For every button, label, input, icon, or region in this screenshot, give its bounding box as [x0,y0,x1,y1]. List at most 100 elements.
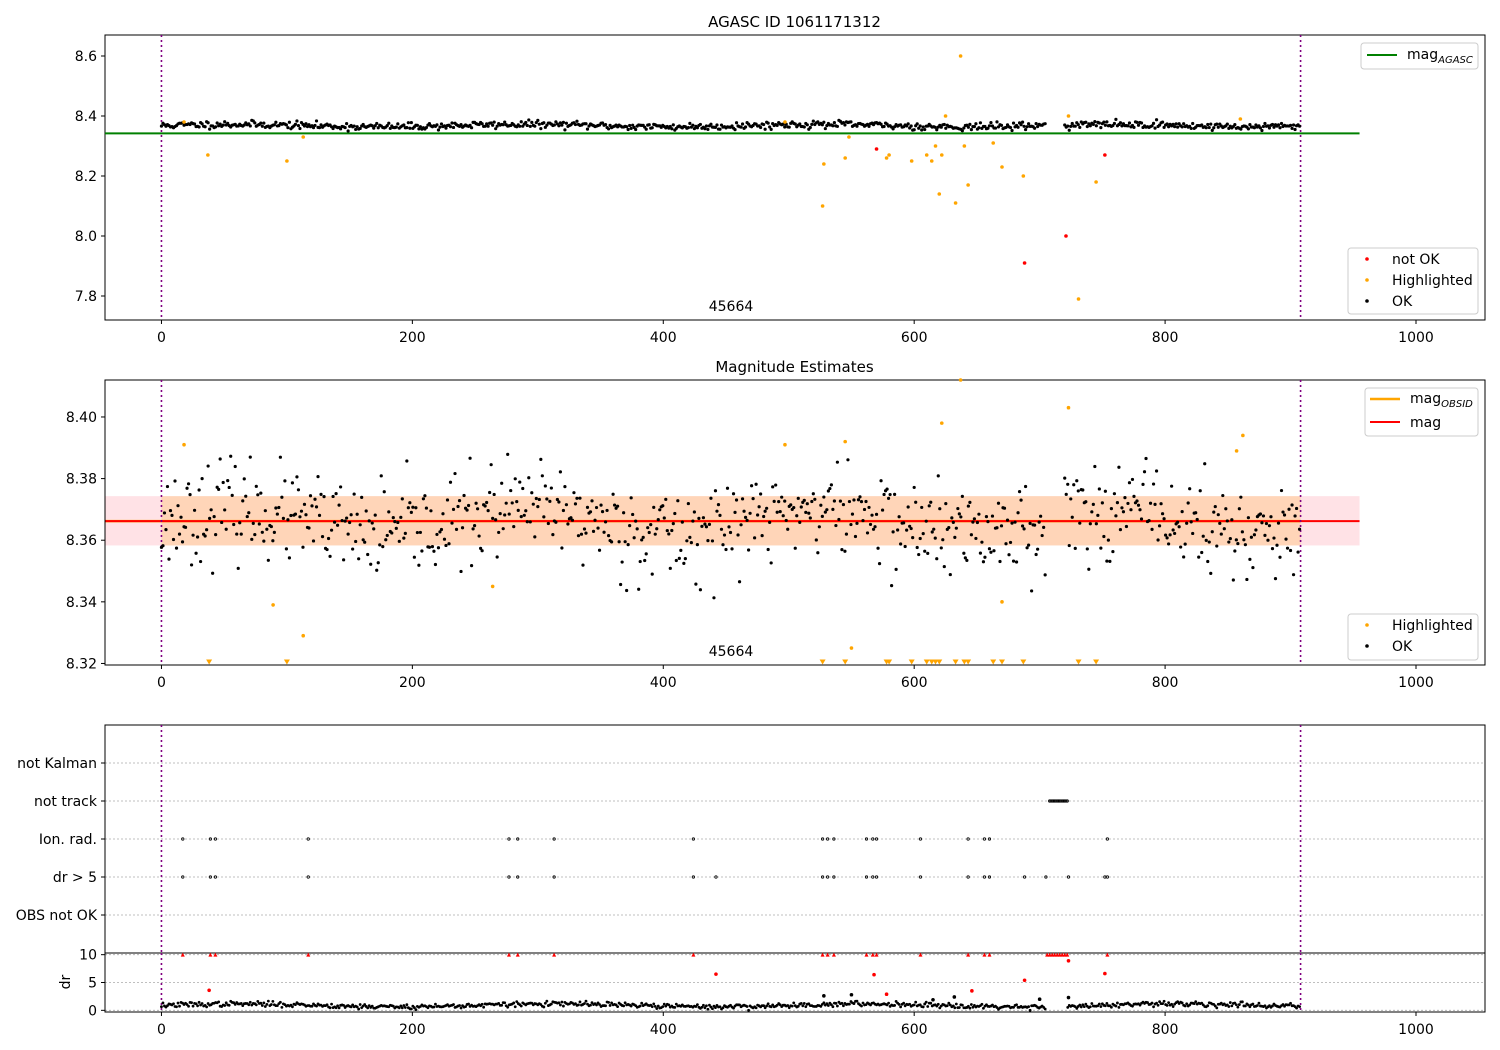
dr-axis-label: dr [58,974,74,989]
data-point-ok [625,125,629,129]
data-point-ok [399,515,403,519]
y-tick-label: dr > 5 [53,870,97,886]
data-point-ok [1216,125,1220,129]
data-point-highlighted-below [928,659,935,665]
data-point-ok [802,125,806,129]
data-point-ok [1189,126,1193,131]
dr-point [458,1004,461,1007]
data-point-ok [269,524,273,529]
x-tick-label: 1000 [1398,1022,1434,1038]
data-point-ok [1278,126,1282,130]
data-point-ok [206,464,210,468]
data-point-ok [968,500,972,504]
data-point-ok [676,499,680,503]
data-point-ok [1033,523,1037,527]
data-point-ok [810,499,814,504]
data-point-ok [560,123,564,127]
data-point-ok [1090,510,1094,514]
data-point-ok [1094,124,1098,128]
data-point-ok [373,513,377,517]
data-point-ok [1069,124,1073,128]
dr-point [247,1003,251,1007]
data-point-ok [977,512,981,516]
data-point-ok [191,533,195,537]
data-point-ok [628,123,632,128]
data-point-ok [1163,533,1168,537]
data-point-ok [218,457,222,461]
data-point-highlighted-below [923,659,930,665]
data-point-ok [1011,121,1016,125]
dr-point [160,1005,163,1009]
data-point-ok [314,119,319,123]
dr-point [953,1006,957,1010]
data-point-highlighted [924,153,929,157]
dr-point [1075,1006,1079,1010]
legend-status-1: not OK Highlighted OK [1347,247,1479,315]
data-point-ok [1020,120,1025,124]
data-point-ok [418,125,422,129]
data-point-ok [215,121,219,125]
dr-point [1295,1006,1298,1010]
data-point-ok [476,507,480,511]
data-point-highlighted-below [842,659,849,665]
dr-point-large [207,988,211,993]
data-point-ok [1126,501,1130,506]
data-point-ok [415,123,419,127]
data-point-ok [289,513,293,518]
dr-point [607,1001,610,1004]
data-point-ok [406,121,410,125]
dr-point [334,1006,338,1010]
data-point-ok [358,126,362,131]
dr-point [801,1004,805,1008]
data-point-ok [1132,494,1136,498]
data-point-highlighted [301,633,306,638]
data-point-ok [1297,527,1302,531]
dr-point [661,1005,665,1009]
data-point-ok [737,580,742,584]
dr-point [370,1004,374,1008]
data-point-ok [406,506,410,510]
data-point-ok [826,489,830,493]
flag-mark [714,875,718,879]
data-point-ok [1118,121,1123,125]
data-point-ok [468,123,472,127]
dr-point [914,1000,918,1004]
legend-mag-obsid: magOBSID [1410,391,1473,410]
data-point-ok [1251,565,1255,570]
data-point-ok [521,486,525,491]
data-point-ok [1019,123,1023,127]
dr-point [848,1002,851,1006]
data-point-ok [302,502,307,506]
data-point-ok [1004,542,1008,546]
x-tick-label: 0 [157,675,166,691]
dr-point [610,1001,613,1005]
data-point-ok [286,518,290,522]
data-point-ok [1005,518,1010,522]
dr-point [482,1005,486,1009]
dr-point [1194,1000,1198,1004]
data-point-ok [337,503,341,507]
data-point-ok [173,479,177,483]
data-point-ok [700,524,704,528]
data-point-ok [317,125,322,130]
flag-mark [874,875,879,879]
data-point-ok [951,520,955,524]
data-point-ok [1026,122,1031,126]
data-point-ok [1148,501,1153,505]
data-point-ok [229,454,233,458]
data-point-ok [783,499,787,503]
data-point-ok [950,516,954,520]
data-point-ok [962,551,966,555]
data-point-ok [522,513,526,517]
data-point-ok [954,526,958,530]
data-point-ok [1279,121,1284,126]
data-point-ok [903,544,907,549]
dr-point [217,1000,221,1004]
data-point-ok [831,507,835,511]
dr-point [936,1002,940,1006]
data-point-ok [1159,502,1163,506]
data-point-ok [165,484,170,489]
data-point-ok [498,511,502,516]
flag-mark [507,837,511,841]
data-point-highlighted [1094,180,1098,184]
